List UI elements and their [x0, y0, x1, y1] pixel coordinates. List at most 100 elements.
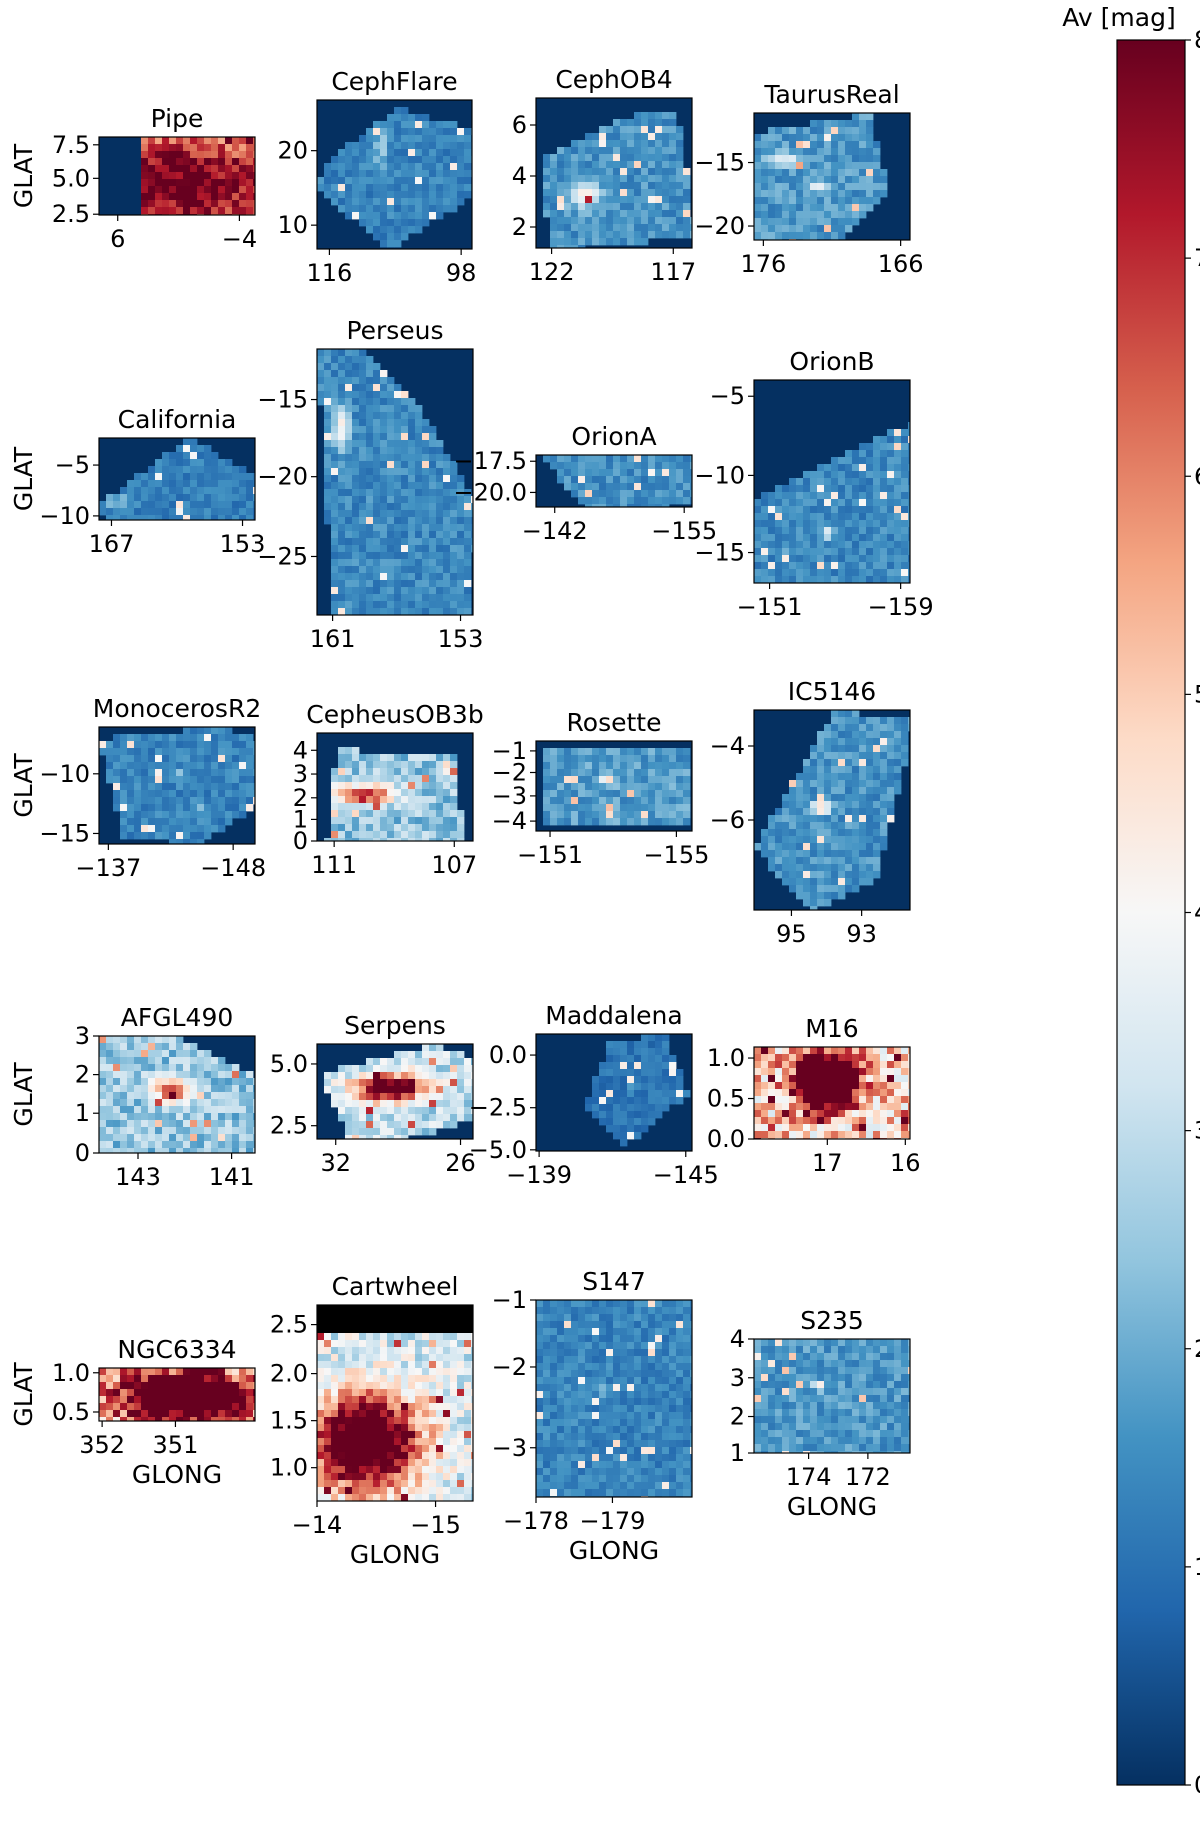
av-cell [810, 576, 818, 584]
av-cell [831, 738, 839, 746]
av-cell [775, 562, 783, 570]
av-cell [345, 601, 353, 609]
av-cell [127, 1141, 135, 1149]
av-cell [775, 815, 783, 823]
av-cell [246, 804, 254, 812]
av-cell [471, 1058, 474, 1066]
av-cell [366, 503, 374, 511]
av-cell [218, 1127, 226, 1135]
av-cell [838, 1068, 846, 1076]
av-cell [683, 811, 691, 819]
av-cell [155, 1106, 163, 1114]
av-cell [429, 608, 437, 616]
av-cell [873, 169, 881, 177]
av-cell [211, 1064, 219, 1072]
av-cell [120, 832, 128, 840]
av-cell [873, 176, 881, 184]
av-cell [620, 1118, 628, 1126]
av-cell [578, 783, 586, 791]
av-cell [669, 182, 677, 190]
av-cell [768, 225, 776, 233]
av-cell [443, 1086, 451, 1094]
av-cell [599, 140, 607, 148]
av-cell [387, 391, 395, 399]
av-cell [859, 576, 867, 584]
av-cell [641, 119, 649, 127]
av-cell [162, 1085, 170, 1093]
y-tick-label: 7.5 [52, 131, 90, 159]
av-cell [838, 464, 846, 472]
av-cell [415, 517, 423, 525]
av-cell [599, 196, 607, 204]
av-cell [676, 126, 684, 134]
av-cell [127, 797, 135, 805]
av-cell [894, 576, 902, 584]
axes-frame [753, 112, 911, 241]
av-cell [641, 818, 649, 826]
av-cell [436, 796, 444, 804]
av-cell [429, 531, 437, 539]
av-cell [894, 443, 902, 451]
av-cell [429, 552, 437, 560]
av-cell [113, 1148, 121, 1154]
av-cell [436, 1079, 444, 1087]
av-cell [852, 738, 860, 746]
av-cell [204, 200, 212, 208]
av-cell [429, 1079, 437, 1087]
av-cell [408, 156, 416, 164]
av-cell [464, 538, 472, 546]
av-cell [415, 608, 423, 616]
av-cell [655, 497, 663, 505]
av-cell [620, 1041, 628, 1049]
av-cell [810, 534, 818, 542]
av-cell [211, 804, 219, 812]
av-cell [380, 233, 388, 241]
av-cell [606, 769, 614, 777]
av-cell [359, 775, 367, 783]
av-cell [585, 189, 593, 197]
av-cell [880, 527, 888, 535]
av-cell [768, 534, 776, 542]
av-cell [120, 769, 128, 777]
av-cell [422, 817, 430, 825]
x-tick-label: −4 [222, 225, 257, 253]
av-cell [176, 165, 184, 173]
av-cell [627, 147, 635, 155]
av-cell [373, 1100, 381, 1108]
av-cell [218, 804, 226, 812]
av-cell [387, 447, 395, 455]
av-cell [810, 1075, 818, 1083]
av-cell [345, 1079, 353, 1087]
av-cell [429, 177, 437, 185]
av-cell [324, 447, 332, 455]
av-cell [824, 527, 832, 535]
av-cell [387, 226, 395, 234]
av-cell [543, 175, 551, 183]
av-cell [436, 594, 444, 602]
av-cell [592, 469, 600, 477]
av-cell [415, 768, 423, 776]
av-cell [634, 476, 642, 484]
av-cell [831, 478, 839, 486]
av-cell [169, 1106, 177, 1114]
av-cell [373, 1058, 381, 1066]
av-cell [803, 478, 811, 486]
av-cell [127, 825, 135, 833]
av-cell [859, 562, 867, 570]
av-cell [655, 462, 663, 470]
av-cell [246, 1099, 254, 1107]
av-cell [415, 566, 423, 574]
av-cell [852, 520, 860, 528]
av-cell [852, 752, 860, 760]
av-cell [211, 1141, 219, 1149]
av-cell [366, 1072, 374, 1080]
av-cell [543, 811, 551, 819]
av-cell [592, 182, 600, 190]
av-cell [859, 513, 867, 521]
av-cell [761, 1096, 769, 1104]
av-cell [761, 1103, 769, 1111]
av-cell [127, 818, 135, 826]
av-cell [571, 748, 579, 756]
av-cell [387, 789, 395, 797]
